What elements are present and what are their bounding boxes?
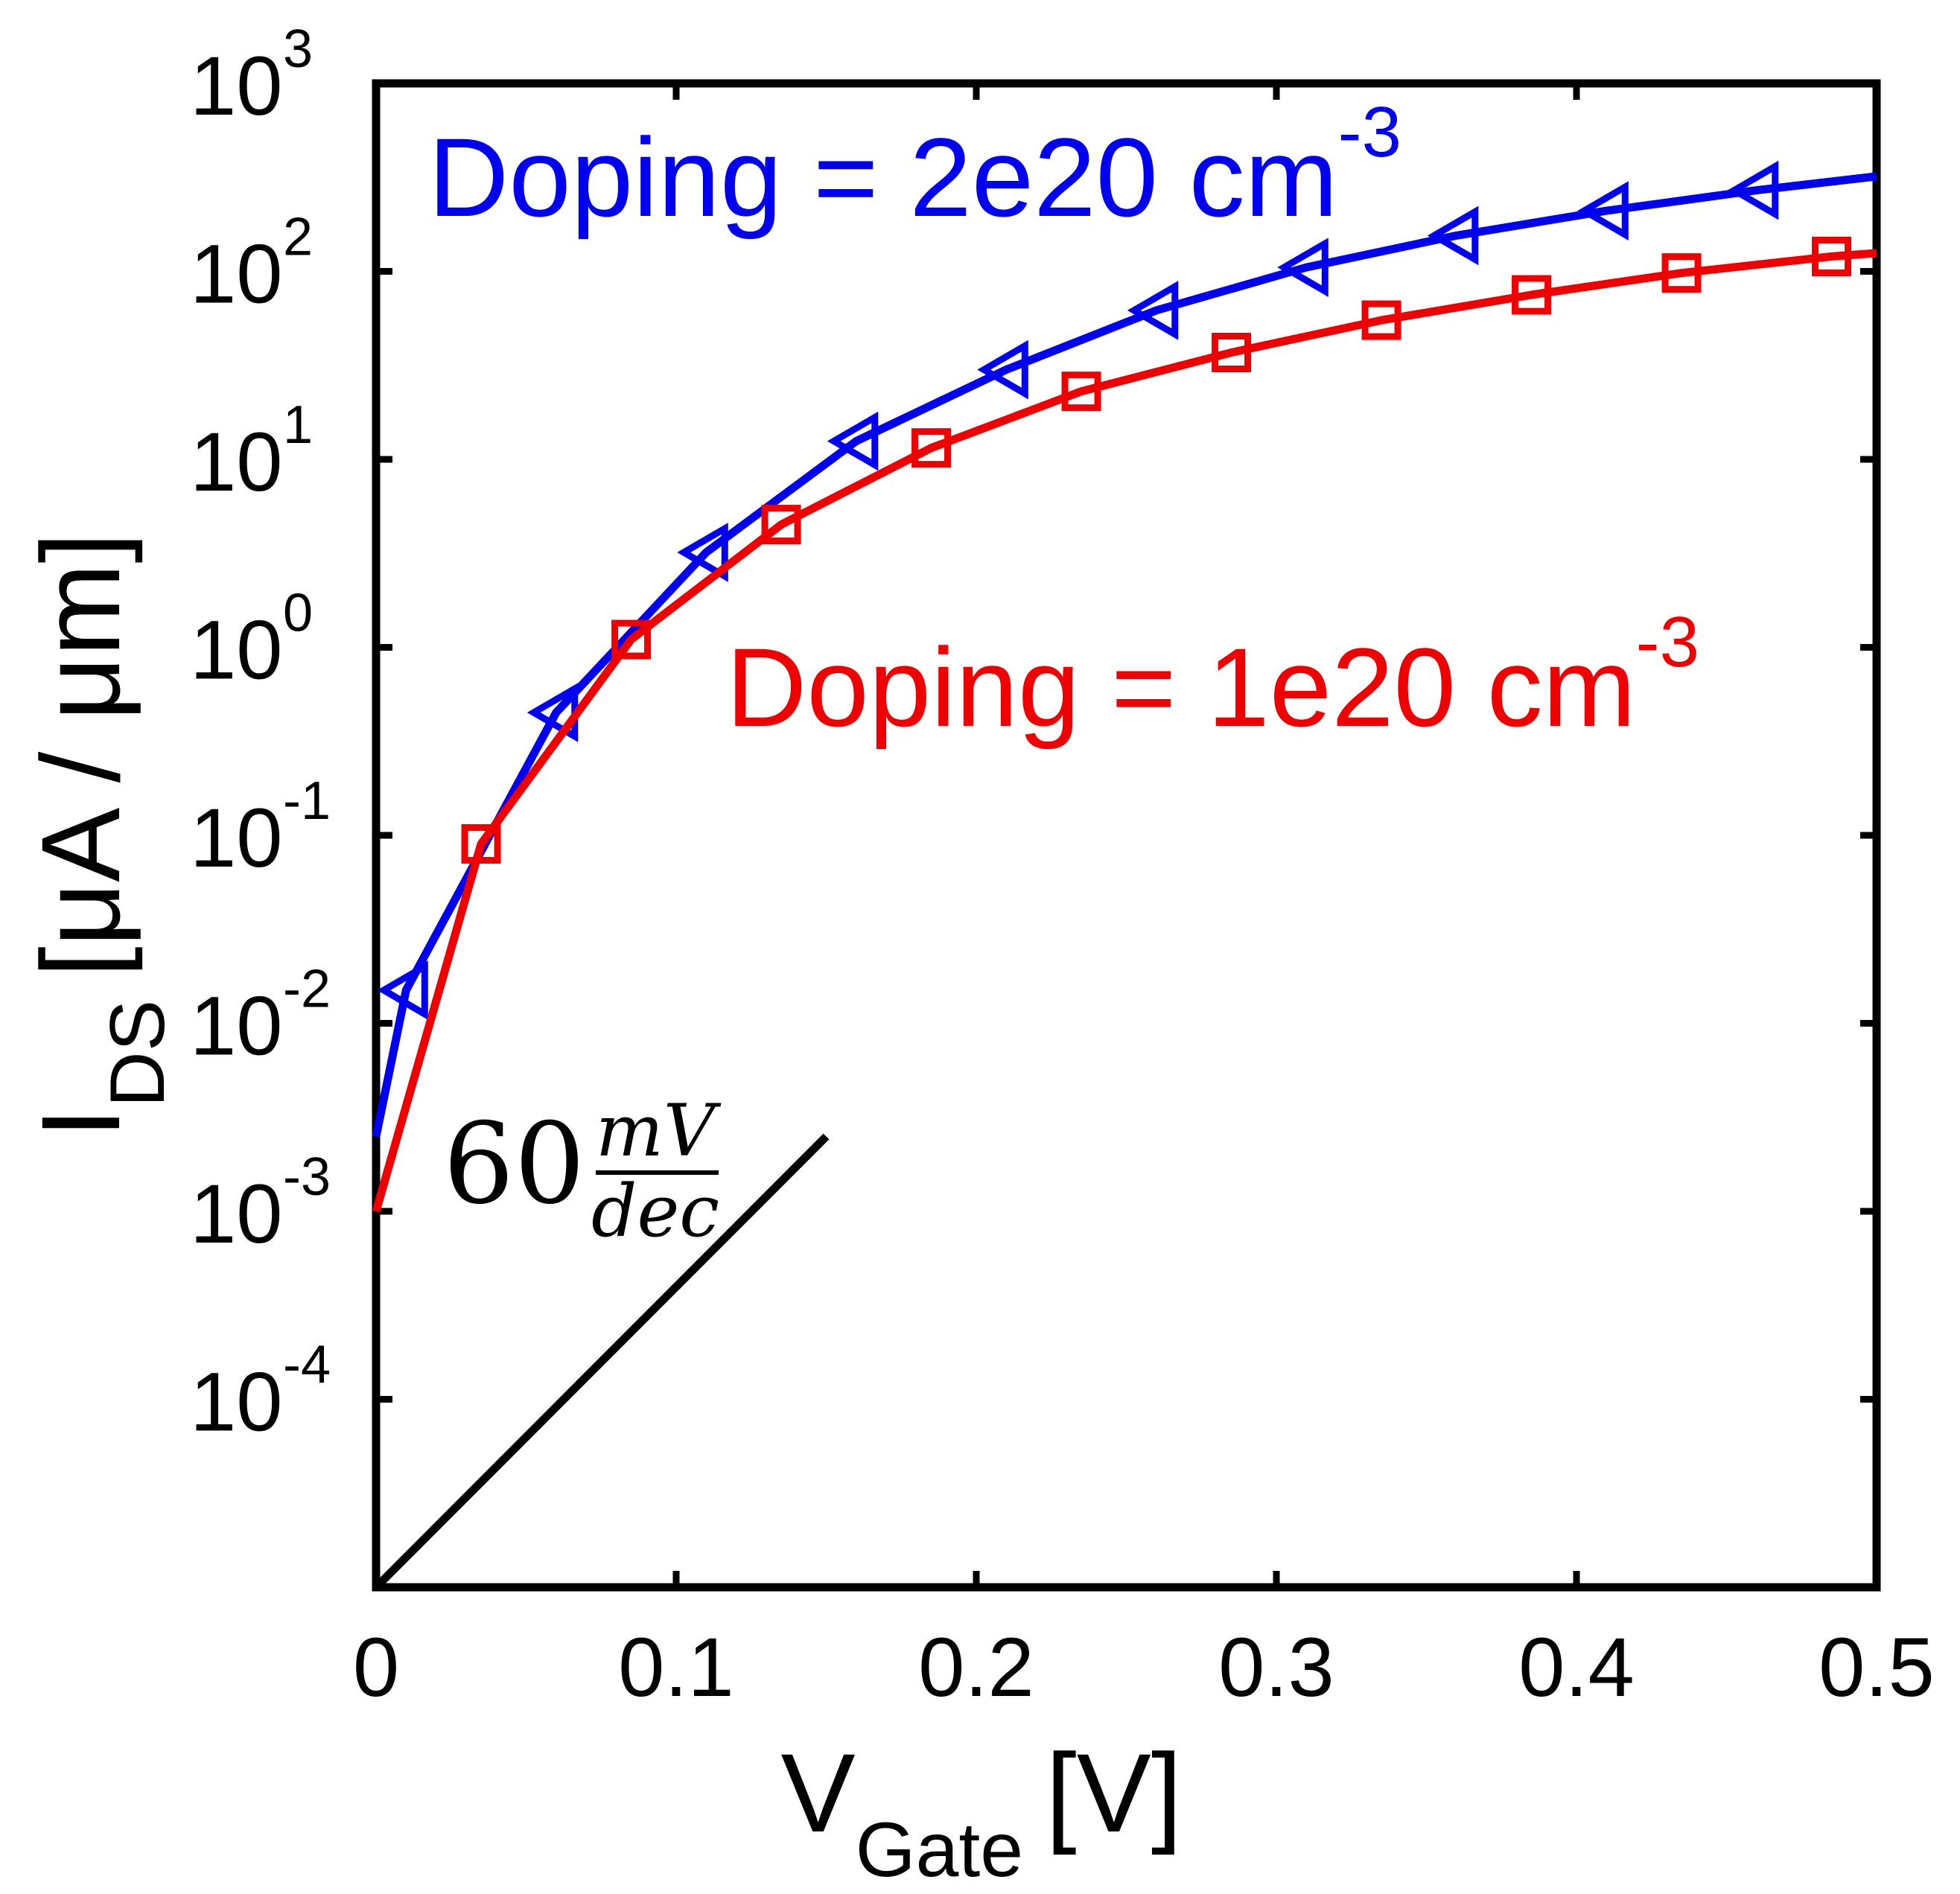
y-tick-label-base: 10 [190,791,283,884]
x-tick-label: 0.3 [1218,1621,1334,1714]
data-point [827,411,879,471]
y-tick-label: 10 -3 [190,1147,331,1260]
data-point [377,960,428,1020]
x-axis-title: VGate [V] [781,1730,1183,1893]
y-tick-label: 10 1 [190,395,313,508]
series-1 [372,237,1877,1213]
series-label-2e20-text: Doping = 2e20 cm [428,115,1338,240]
data-point [1277,237,1329,297]
data-point [1661,253,1702,293]
plot-area [372,79,1881,1592]
slope-label-denominator: dec [591,1170,719,1253]
x-axis-title-sub: Gate [856,1807,1023,1893]
x-axis-title-main: V [781,1730,856,1855]
series-label-2e20: Doping = 2e20 cm-3 [428,92,1401,240]
slope-label-number: 60 [443,1100,585,1229]
data-point [1812,237,1852,277]
y-tick-label: 10 -4 [190,1336,331,1449]
y-tick-label-base: 10 [190,1167,283,1260]
y-tick-label-exponent: 2 [283,208,313,267]
data-point [1212,333,1252,373]
y-tick-label: 10 -1 [190,771,331,884]
y-tick-label-exponent: -1 [283,771,331,831]
series-line [372,172,1877,1138]
reference-slope [373,1133,830,1590]
y-axis-ticks [376,80,1877,1403]
y-tick-label-exponent: -4 [283,1336,331,1395]
reference-slope-line [373,1133,830,1590]
data-point [1727,160,1779,220]
x-axis-title-unit: [V] [1046,1730,1182,1855]
y-axis-title: IDS [μA / μm] [18,532,181,1138]
y-axis-title-main: I [18,1107,143,1138]
x-tick-label: 0.2 [918,1621,1034,1714]
x-tick-label: 0.5 [1819,1621,1935,1714]
y-tick-label-base: 10 [190,39,283,133]
y-tick-label-exponent: 3 [283,19,313,79]
data-point [1361,300,1401,340]
series-label-1e20-text: Doping = 1e20 cm [726,625,1636,750]
data-point [911,428,952,468]
series-line [372,249,1877,1213]
y-tick-label: 10 3 [190,19,313,133]
series-label-1e20-sup: -3 [1636,602,1699,682]
y-tick-label-exponent: -2 [283,960,331,1019]
y-tick-label-base: 10 [190,1356,283,1449]
y-axis-title-unit: [μA / μm] [18,532,143,978]
data-point [977,339,1028,400]
x-tick-label: 0.4 [1518,1621,1635,1714]
y-tick-label-base: 10 [190,415,283,508]
data-point [461,824,501,864]
series-label-2e20-sup: -3 [1338,92,1401,172]
data-point [1577,181,1629,240]
y-tick-label-exponent: 1 [283,395,313,455]
data-point [1512,275,1552,315]
x-axis-tick-labels: 0 0.1 0.2 0.3 0.4 0.5 [353,1621,1935,1714]
y-tick-label: 10 2 [190,208,313,321]
y-tick-label-base: 10 [190,228,283,321]
data-point [677,523,728,582]
y-tick-label-base: 10 [190,980,283,1073]
slope-label: 60 mV dec [443,1089,722,1253]
data-point [1127,281,1179,340]
data-point [611,619,652,660]
x-tick-label: 0 [353,1621,399,1714]
data-point [761,505,801,545]
y-tick-label-base: 10 [190,604,283,697]
data-point [1427,205,1479,266]
slope-label-numerator: mV [596,1089,722,1173]
y-axis-title-sub: DS [95,1000,181,1107]
x-tick-label: 0.1 [618,1621,734,1714]
series-layer [372,160,1877,1213]
y-tick-label: 10 0 [190,584,313,697]
series-0 [372,160,1877,1138]
series-label-1e20: Doping = 1e20 cm-3 [726,602,1699,750]
y-tick-label: 10 -2 [190,960,331,1073]
y-tick-label-exponent: 0 [283,584,313,643]
y-tick-label-exponent: -3 [283,1147,331,1207]
data-point [1061,372,1101,412]
